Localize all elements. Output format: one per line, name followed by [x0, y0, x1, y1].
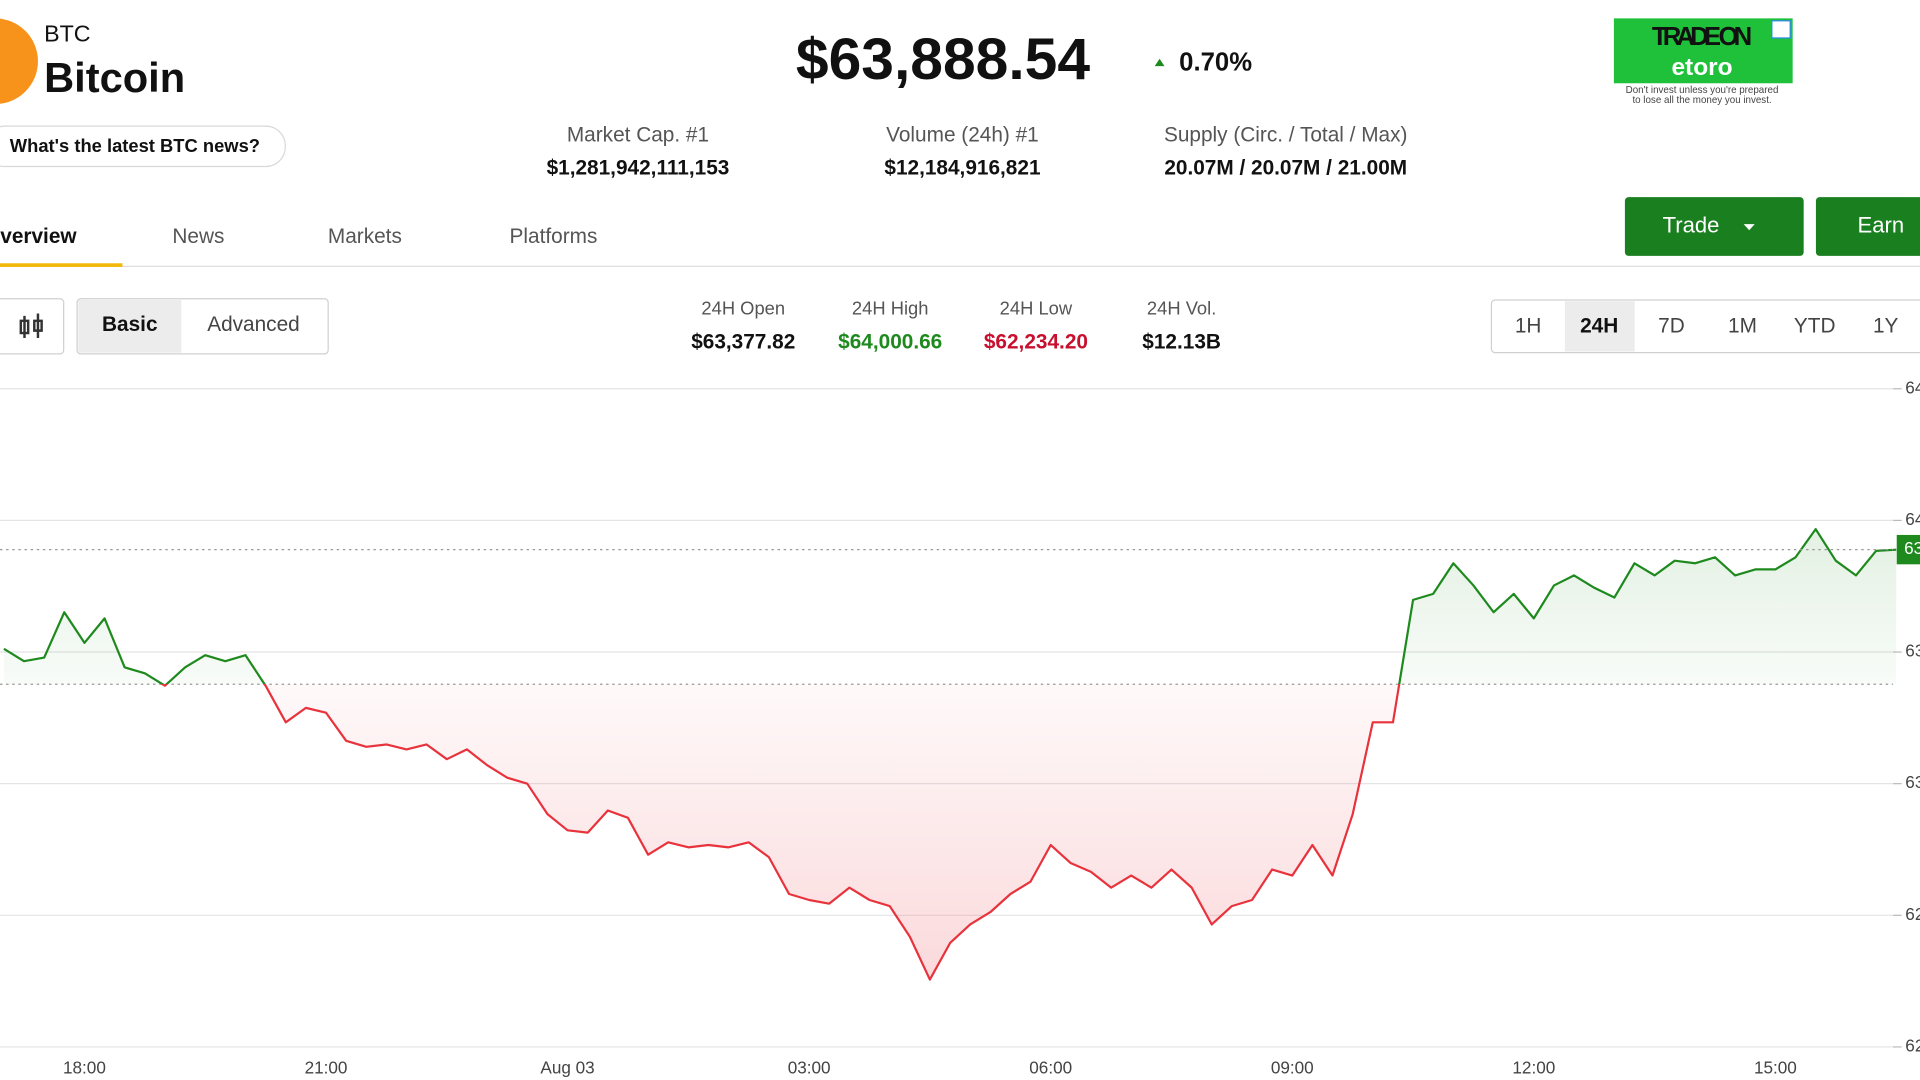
price: $63,888.54 — [796, 27, 1090, 92]
tab[interactable]: Platforms — [510, 225, 598, 248]
x-tick-label: 18:00 — [63, 1058, 106, 1078]
ad-disclaimer: Don't invest unless you're prepared — [1626, 85, 1779, 96]
trade-caret[interactable] — [1743, 224, 1755, 231]
price-change: 0.70% — [1179, 48, 1252, 76]
x-tick-label: 15:00 — [1754, 1058, 1797, 1078]
news-button[interactable] — [0, 125, 286, 168]
x-tick-label: 09:00 — [1271, 1058, 1314, 1078]
y-tick-label: 63 — [1905, 641, 1920, 661]
x-tick-label: 21:00 — [305, 1058, 348, 1078]
stat-label: Supply (Circ. / Total / Max) — [1164, 123, 1407, 146]
change-arrow — [1154, 58, 1165, 67]
day-stat-label: 24H Open — [701, 298, 785, 319]
price-tag — [1896, 534, 1920, 565]
earn-label[interactable]: Earn — [1858, 212, 1905, 237]
ad-brand[interactable]: etoro — [1671, 54, 1732, 81]
stat-label: Volume (24h) #1 — [886, 123, 1039, 146]
day-stat-label: 24H Low — [1000, 298, 1073, 319]
mode-button[interactable]: Basic — [102, 313, 158, 336]
y-tick-label: 62 — [1905, 904, 1920, 924]
ad-disclaimer: to lose all the money you invest. — [1632, 95, 1771, 106]
range-active-bg — [1564, 301, 1635, 352]
y-tick-label: 62 — [1905, 1035, 1920, 1055]
tab[interactable]: News — [172, 225, 224, 248]
coin-symbol: BTC — [44, 21, 91, 47]
day-stat-label: 24H Vol. — [1147, 298, 1216, 319]
day-stat-value: $64,000.66 — [838, 330, 942, 353]
mode-active-bg — [78, 300, 182, 353]
day-stat-value: $62,234.20 — [984, 330, 1088, 353]
earn-button[interactable] — [1815, 197, 1920, 256]
trade-label[interactable]: Trade — [1663, 212, 1720, 237]
ad-headline[interactable]: TRADE ON — [1652, 23, 1752, 51]
price-line — [3, 528, 1897, 981]
area — [3, 529, 1897, 980]
range-button[interactable]: 24H — [1580, 314, 1618, 337]
tab-divider — [0, 265, 1920, 267]
x-tick-label: Aug 03 — [540, 1058, 594, 1078]
range-button[interactable]: 1H — [1515, 314, 1542, 337]
tab-active[interactable]: Overview — [0, 225, 77, 248]
candle-icon[interactable] — [19, 313, 43, 338]
range-group — [1490, 299, 1920, 354]
range-button[interactable]: 7D — [1658, 314, 1685, 337]
range-button[interactable]: YTD — [1794, 314, 1836, 337]
coin-name: Bitcoin — [44, 54, 185, 101]
y-tick-label: 63 — [1905, 772, 1920, 792]
news-button-label[interactable]: What's the latest BTC news? — [10, 135, 260, 156]
stat-value: 20.07M / 20.07M / 21.00M — [1164, 156, 1407, 179]
day-stat-value: $63,377.82 — [691, 330, 795, 353]
y-tick-label: 64 — [1905, 509, 1920, 529]
y-tick-label: 64 — [1905, 377, 1920, 397]
x-tick-label: 06:00 — [1029, 1058, 1072, 1078]
range-button[interactable]: 1M — [1728, 314, 1757, 337]
ad-banner[interactable] — [1613, 18, 1793, 84]
stat-value: $1,281,942,111,153 — [547, 156, 730, 179]
day-stat-label: 24H High — [852, 298, 929, 319]
coin-logo — [0, 18, 38, 104]
trade-button[interactable] — [1624, 197, 1804, 256]
x-tick-label: 12:00 — [1512, 1058, 1555, 1078]
candle-toggle[interactable] — [0, 298, 65, 355]
x-tick-label: 03:00 — [788, 1058, 831, 1078]
stat-value: $12,184,916,821 — [884, 156, 1040, 179]
tab-underline — [0, 263, 123, 267]
tab[interactable]: Markets — [328, 225, 402, 248]
mode-button[interactable]: Advanced — [207, 313, 300, 336]
ad-icon[interactable] — [1771, 20, 1791, 39]
stat-label: Market Cap. #1 — [567, 123, 709, 146]
price-tag-label: 63 — [1904, 538, 1920, 558]
day-stat-value: $12.13B — [1142, 330, 1221, 353]
range-button[interactable]: 1Y — [1873, 314, 1899, 337]
